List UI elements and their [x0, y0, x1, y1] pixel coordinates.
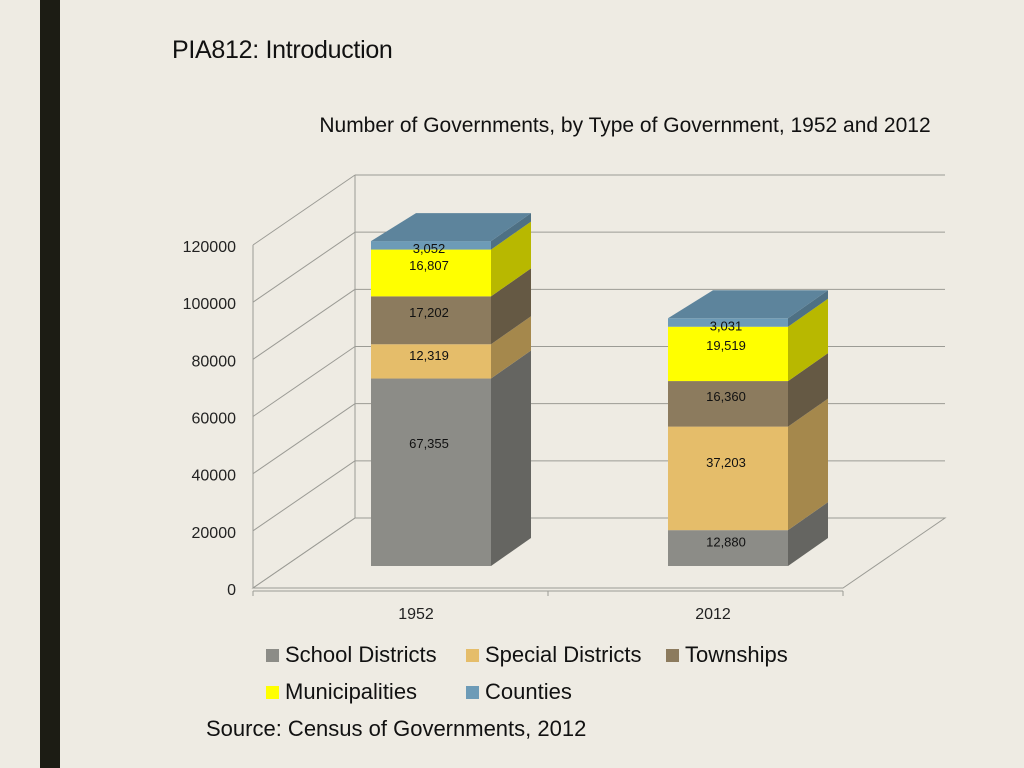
legend-swatch: [266, 685, 279, 699]
legend-item-school-districts: School Districts: [266, 642, 437, 668]
data-label: 37,203: [706, 455, 746, 470]
bar-segment-front: [668, 326, 788, 382]
legend-label: School Districts: [285, 642, 437, 667]
side-gridline: [252, 346, 356, 417]
bar-top-face: [668, 290, 828, 319]
bar-segment-front: [371, 344, 491, 379]
data-label: 19,519: [706, 338, 746, 353]
bar-segment-side: [788, 353, 828, 427]
bar-segment-front: [668, 426, 788, 531]
legend-swatch: [466, 685, 479, 699]
bar-segment-front: [371, 296, 491, 345]
floor-outline: [251, 517, 947, 589]
legend-item-municipalities: Municipalities: [266, 679, 417, 705]
bar-segment-front: [371, 378, 491, 566]
y-tick-label: 60000: [192, 411, 237, 428]
chart-title: Number of Governments, by Type of Govern…: [319, 114, 931, 137]
slide-title: PIA812: Introduction: [172, 36, 393, 64]
bar-segment-front: [668, 381, 788, 427]
legend-label: Counties: [485, 679, 572, 704]
data-label: 16,360: [706, 389, 746, 404]
y-tick-label: 0: [227, 582, 236, 599]
data-label: 12,880: [706, 535, 746, 550]
side-gridline: [252, 288, 356, 360]
bar-segment-side: [788, 298, 828, 382]
bar-segment-side: [788, 398, 828, 531]
side-gridline: [252, 403, 356, 475]
bar-segment-side: [788, 502, 828, 566]
accent-bar: [40, 0, 60, 768]
data-label: 12,319: [409, 348, 449, 363]
bar-segment-front: [371, 249, 491, 297]
y-tick-label: 100000: [183, 296, 236, 313]
data-label: 3,052: [413, 241, 446, 256]
side-gridline: [252, 231, 356, 303]
bar-segment-side: [491, 350, 531, 566]
data-label: 17,202: [409, 305, 449, 320]
bar-segment-side: [491, 213, 531, 250]
bar-segment-side: [491, 316, 531, 379]
bar-top-face: [371, 213, 531, 242]
data-label: 67,355: [409, 436, 449, 451]
legend-swatch: [666, 648, 679, 662]
x-tick-label: 1952: [398, 606, 434, 623]
bar-segment-front: [668, 318, 788, 327]
bar-segment-front: [371, 241, 491, 250]
legend-swatch: [466, 648, 479, 662]
data-label: 3,031: [710, 318, 743, 333]
bar-segment-side: [491, 268, 531, 345]
legend-label: Municipalities: [285, 679, 418, 704]
legend-label: Special Districts: [485, 642, 642, 667]
data-label: 16,807: [409, 258, 449, 273]
y-tick-label: 40000: [192, 468, 237, 485]
side-gridline: [252, 174, 356, 246]
legend-item-townships: Townships: [666, 642, 788, 668]
y-tick-label: 20000: [192, 525, 237, 542]
legend-label: Townships: [685, 642, 788, 667]
side-gridline: [252, 460, 356, 532]
bar-segment-side: [491, 221, 531, 297]
legend-item-counties: Counties: [466, 679, 572, 705]
y-tick-label: 120000: [183, 239, 236, 256]
bar-segment-front: [668, 530, 788, 566]
legend-swatch: [266, 648, 279, 662]
y-tick-label: 80000: [192, 353, 237, 370]
x-tick-label: 2012: [695, 606, 731, 623]
legend-item-special-districts: Special Districts: [466, 642, 641, 668]
bar-segment-side: [788, 290, 828, 327]
source-note: Source: Census of Governments, 2012: [206, 716, 587, 741]
